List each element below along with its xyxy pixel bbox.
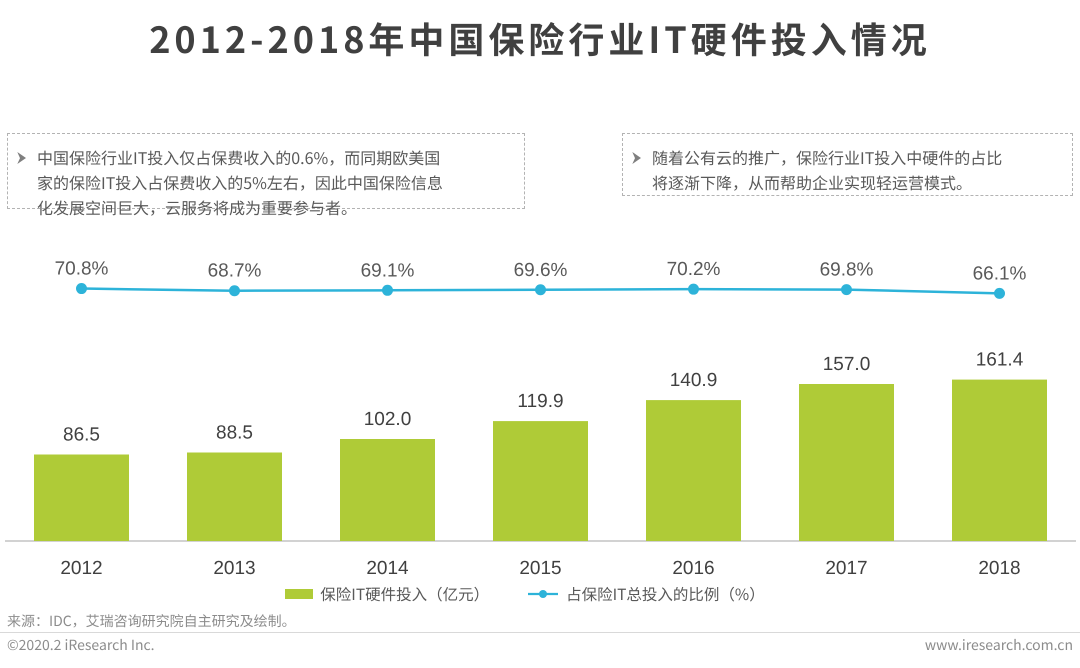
svg-text:2013: 2013 xyxy=(213,558,255,579)
svg-text:119.9: 119.9 xyxy=(517,391,563,412)
svg-text:140.9: 140.9 xyxy=(670,370,718,391)
svg-text:2017: 2017 xyxy=(825,558,867,579)
svg-text:2018: 2018 xyxy=(978,558,1020,579)
svg-text:2016: 2016 xyxy=(672,558,714,579)
svg-text:68.7%: 68.7% xyxy=(208,261,262,282)
svg-text:69.1%: 69.1% xyxy=(361,260,415,281)
svg-text:69.8%: 69.8% xyxy=(820,260,874,281)
svg-text:70.2%: 70.2% xyxy=(667,259,721,280)
svg-text:70.8%: 70.8% xyxy=(55,259,109,280)
svg-text:69.6%: 69.6% xyxy=(514,260,568,281)
svg-text:2014: 2014 xyxy=(366,558,409,579)
svg-text:161.4: 161.4 xyxy=(976,350,1024,371)
svg-text:102.0: 102.0 xyxy=(364,409,412,430)
svg-text:66.1%: 66.1% xyxy=(973,263,1027,284)
svg-text:86.5: 86.5 xyxy=(63,425,100,446)
svg-text:88.5: 88.5 xyxy=(216,423,253,444)
svg-text:2015: 2015 xyxy=(519,558,561,579)
svg-text:2012: 2012 xyxy=(60,558,102,579)
svg-text:157.0: 157.0 xyxy=(823,354,871,375)
